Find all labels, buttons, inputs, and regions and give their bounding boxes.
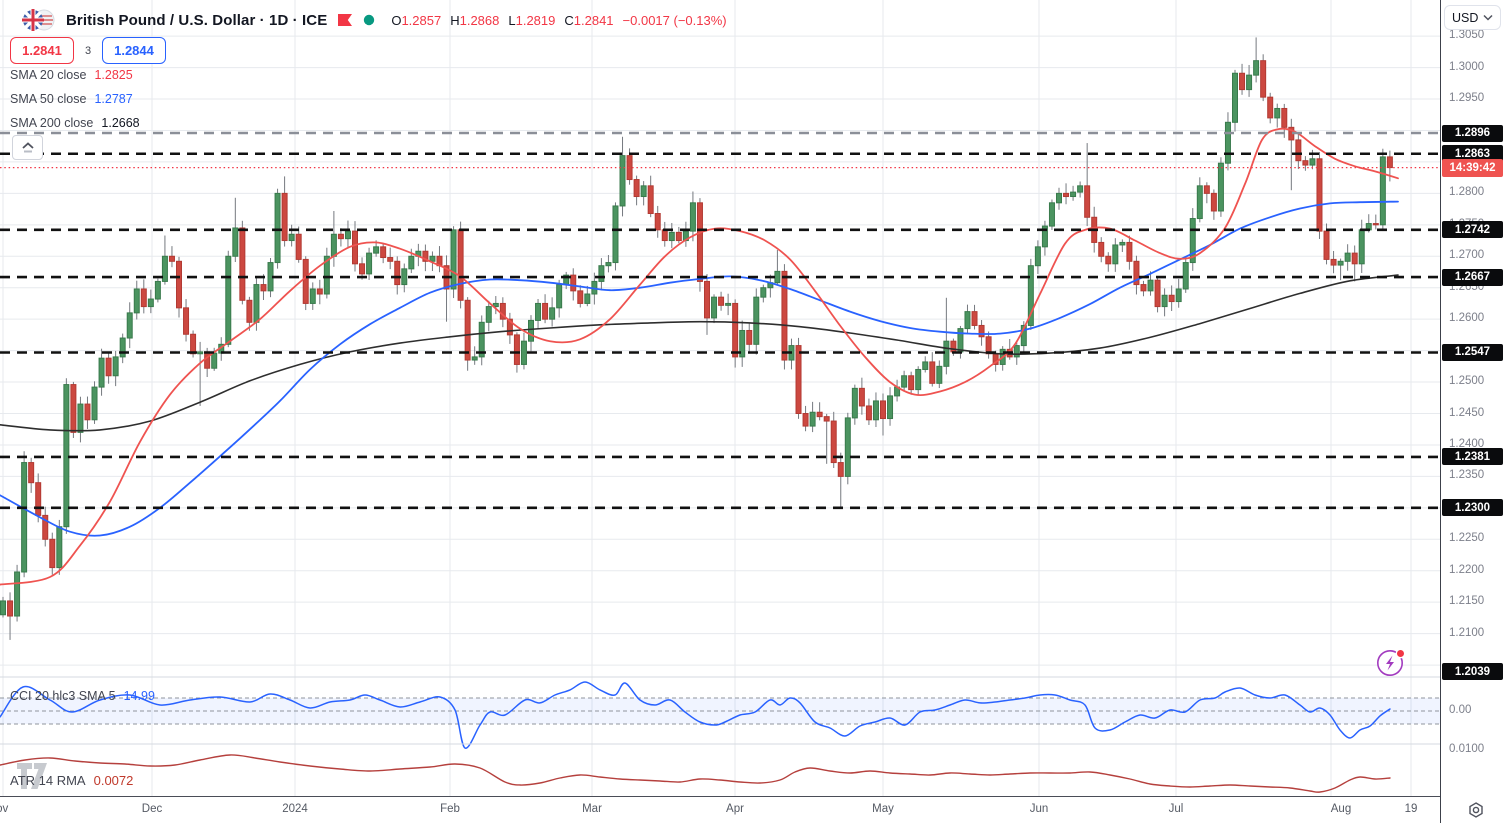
legend-sma20[interactable]: SMA 20 close 1.2825 bbox=[10, 68, 133, 82]
price-scale-label: 1.2200 bbox=[1449, 563, 1485, 576]
price-scale-label: 1.2150 bbox=[1449, 595, 1485, 608]
ohlc-values: O1.2857 H1.2868 L1.2819 C1.2841 −0.0017 … bbox=[391, 12, 727, 28]
atr-scale-label: 0.0100 bbox=[1449, 743, 1485, 755]
time-axis-label: Apr bbox=[726, 803, 744, 815]
price-scale-label: 1.2800 bbox=[1449, 186, 1485, 199]
spread-value: 3 bbox=[84, 44, 92, 57]
time-axis-label: Aug bbox=[1330, 803, 1352, 815]
price-scale-label: 1.2600 bbox=[1449, 312, 1485, 325]
market-status-icon[interactable] bbox=[363, 14, 375, 26]
price-scale-label: 1.2100 bbox=[1449, 626, 1485, 639]
price-scale-label: 1.2700 bbox=[1449, 249, 1485, 262]
price-scale-label: 1.3050 bbox=[1449, 29, 1485, 42]
price-level-tag: 1.2381 bbox=[1442, 448, 1503, 466]
quick-trade-lightning-icon[interactable] bbox=[1376, 647, 1406, 677]
flag-icon[interactable] bbox=[337, 12, 353, 28]
buy-button[interactable]: 1.2844 bbox=[102, 37, 166, 64]
price-level-tag: 1.2039 bbox=[1442, 663, 1503, 681]
sell-button[interactable]: 1.2841 bbox=[10, 37, 74, 64]
price-level-tag: 1.2742 bbox=[1442, 221, 1503, 239]
time-axis-label: Mar bbox=[582, 803, 602, 815]
time-axis[interactable]: Nov Dec 2024 Feb Mar Apr May Jun Jul Aug 19 bbox=[0, 797, 1440, 823]
tradingview-watermark-logo bbox=[16, 762, 54, 797]
price-level-tag: 1.2667 bbox=[1442, 268, 1503, 286]
price-scale-label: 1.2400 bbox=[1449, 437, 1485, 450]
currency-pair-icon bbox=[22, 9, 56, 31]
price-level-tag: 1.2896 bbox=[1442, 124, 1503, 142]
price-level-tag: 1.2863 bbox=[1442, 145, 1503, 163]
time-axis-label: Dec bbox=[141, 803, 163, 815]
price-scale-label: 1.2950 bbox=[1449, 92, 1485, 105]
legend-cci[interactable]: CCI 20 hlc3 SMA 5 14.99 bbox=[10, 689, 155, 703]
symbol-title[interactable]: British Pound / U.S. Dollar · 1D · ICE bbox=[66, 11, 328, 29]
price-axis[interactable]: 1.30501.30001.29501.28001.27501.27001.26… bbox=[1440, 0, 1505, 823]
price-scale-label: 1.2250 bbox=[1449, 532, 1485, 545]
time-axis-label: Nov bbox=[0, 803, 9, 815]
legend-atr[interactable]: ATR 14 RMA 0.0072 bbox=[10, 772, 134, 788]
price-level-tag: 1.2300 bbox=[1442, 499, 1503, 517]
symbol-header: British Pound / U.S. Dollar · 1D · ICE O… bbox=[22, 8, 727, 32]
order-panel: 1.2841 3 1.2844 bbox=[10, 37, 166, 64]
price-scale-label: 1.2350 bbox=[1449, 469, 1485, 482]
cci-zero-label: 0.00 bbox=[1449, 704, 1472, 716]
price-scale-label: 1.2500 bbox=[1449, 375, 1485, 388]
currency-dropdown[interactable]: USD bbox=[1444, 5, 1501, 30]
price-scale-label: 1.2450 bbox=[1449, 406, 1485, 419]
time-axis-label: Jun bbox=[1029, 803, 1049, 815]
time-axis-label: Feb bbox=[440, 803, 460, 815]
time-axis-label: 2024 bbox=[282, 803, 308, 815]
collapse-pane-button[interactable] bbox=[12, 135, 43, 160]
time-axis-label: 19 bbox=[1404, 803, 1418, 815]
time-axis-label: Jul bbox=[1168, 803, 1184, 815]
price-level-tag: 1.2547 bbox=[1442, 343, 1503, 361]
bar-countdown-tag: 14:39:42 bbox=[1442, 158, 1503, 177]
legend-sma50[interactable]: SMA 50 close 1.2787 bbox=[10, 92, 133, 106]
legend-sma200[interactable]: SMA 200 close 1.2668 bbox=[10, 116, 140, 130]
price-change: −0.0017 (−0.13%) bbox=[622, 12, 727, 28]
chevron-down-icon bbox=[1483, 14, 1493, 21]
price-scale-label: 1.3000 bbox=[1449, 60, 1485, 73]
time-axis-settings-icon[interactable] bbox=[1466, 801, 1486, 823]
time-axis-label: May bbox=[872, 803, 894, 815]
